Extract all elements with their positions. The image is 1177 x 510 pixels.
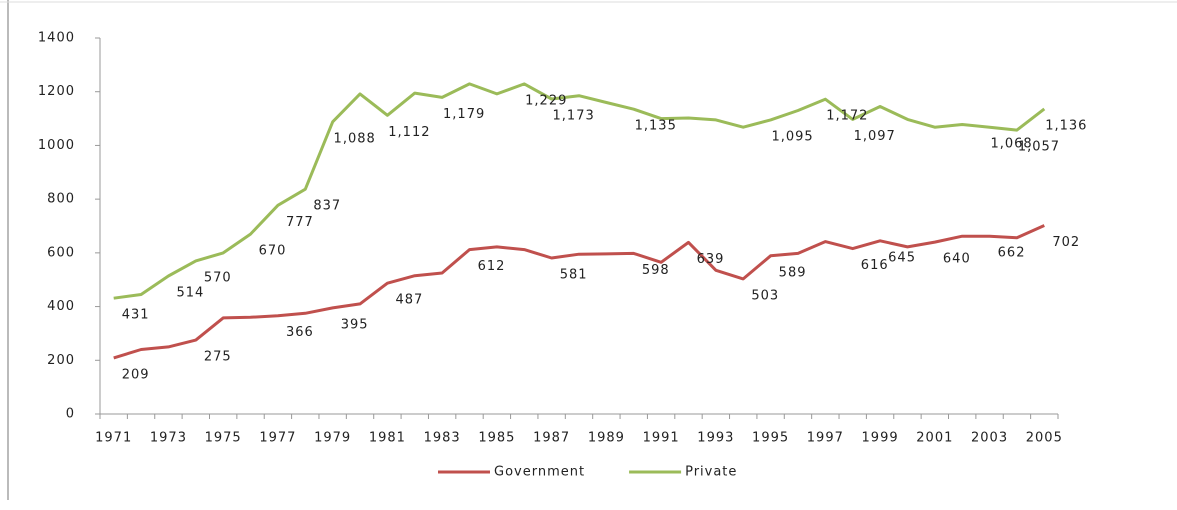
series-line xyxy=(113,224,1045,360)
data-label: 616 xyxy=(861,258,889,273)
x-tick-label: 1979 xyxy=(314,431,351,446)
data-label: 1,057 xyxy=(1018,140,1060,155)
data-label: 662 xyxy=(998,246,1026,261)
x-tick-label: 1997 xyxy=(807,431,844,446)
data-label: 1,097 xyxy=(854,129,896,144)
x-tick-label: 1985 xyxy=(478,431,515,446)
data-label: 514 xyxy=(177,285,205,300)
x-tick-label: 1989 xyxy=(588,431,625,446)
y-tick-label: 1000 xyxy=(38,138,75,153)
x-tick-label: 1993 xyxy=(697,431,734,446)
data-label: 777 xyxy=(286,215,314,230)
data-label: 598 xyxy=(642,263,670,278)
data-label: 1,229 xyxy=(525,93,567,108)
data-label: 209 xyxy=(122,367,150,382)
x-tick-label: 1971 xyxy=(95,431,132,446)
y-tick-label: 200 xyxy=(47,353,75,368)
data-label: 612 xyxy=(478,259,506,274)
data-label: 645 xyxy=(888,250,916,265)
y-tick-label: 400 xyxy=(47,299,75,314)
data-label: 1,068 xyxy=(990,137,1032,152)
y-tick-label: 0 xyxy=(66,407,75,422)
data-label: 589 xyxy=(779,265,807,280)
series-line xyxy=(113,82,1046,300)
x-tick-label: 1973 xyxy=(150,431,187,446)
data-label: 487 xyxy=(395,293,423,308)
y-tick-label: 600 xyxy=(47,245,75,260)
data-label: 395 xyxy=(341,317,369,332)
data-label: 1,173 xyxy=(553,108,595,123)
data-label: 366 xyxy=(286,325,314,340)
x-tick-label: 1981 xyxy=(369,431,406,446)
data-label: 1,179 xyxy=(443,107,485,122)
data-label: 640 xyxy=(943,252,971,267)
data-label: 431 xyxy=(122,308,150,323)
x-tick-label: 1977 xyxy=(259,431,296,446)
x-tick-label: 1991 xyxy=(643,431,680,446)
y-tick-label: 800 xyxy=(47,192,75,207)
data-label: 570 xyxy=(204,270,232,285)
x-tick-label: 2001 xyxy=(916,431,953,446)
data-label: 670 xyxy=(259,244,287,259)
y-tick-label: 1400 xyxy=(38,31,75,46)
data-label: 1,112 xyxy=(388,125,430,140)
x-tick-label: 1983 xyxy=(424,431,461,446)
x-tick-label: 1995 xyxy=(752,431,789,446)
data-label: 1,135 xyxy=(635,119,677,134)
data-label: 275 xyxy=(204,350,232,365)
data-label: 503 xyxy=(751,288,779,303)
x-tick-label: 1987 xyxy=(533,431,570,446)
data-label: 1,095 xyxy=(771,129,813,144)
x-tick-label: 2003 xyxy=(971,431,1008,446)
data-label: 1,088 xyxy=(334,131,376,146)
y-tick-label: 1200 xyxy=(38,84,75,99)
x-tick-label: 2005 xyxy=(1026,431,1063,446)
x-tick-label: 1999 xyxy=(862,431,899,446)
x-tick-label: 1975 xyxy=(205,431,242,446)
data-label: 639 xyxy=(697,252,725,267)
data-label: 1,136 xyxy=(1045,118,1087,133)
data-label: 837 xyxy=(313,199,341,214)
data-label: 581 xyxy=(560,267,588,282)
data-label: 1,172 xyxy=(826,109,868,124)
legend-label: Private xyxy=(685,465,737,480)
legend-label: Government xyxy=(494,465,585,480)
data-label: 702 xyxy=(1052,235,1080,250)
